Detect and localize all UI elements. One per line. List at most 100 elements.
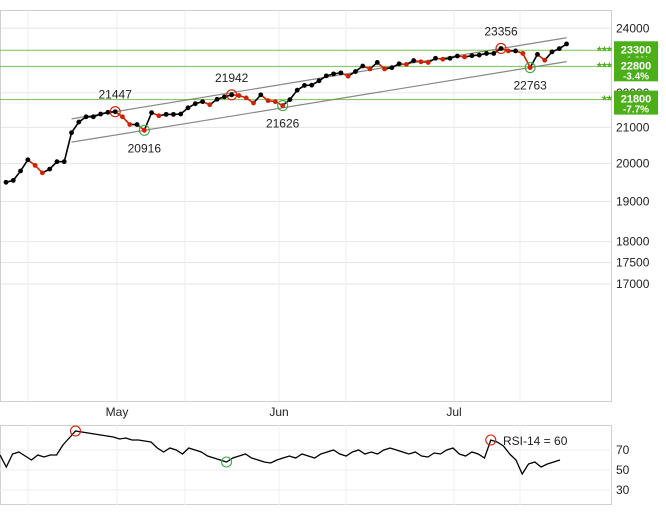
price-point <box>127 122 133 127</box>
price-point <box>47 166 53 172</box>
price-point <box>3 179 9 185</box>
price-point <box>440 56 446 62</box>
resistance-trendline <box>71 37 567 120</box>
price-point <box>316 78 322 84</box>
level-percent-label: -3.4% <box>623 71 649 82</box>
price-point <box>505 48 511 54</box>
level-strength-stars: ** <box>602 93 613 108</box>
pivot-high-label: 23356 <box>484 24 518 38</box>
price-point <box>491 51 497 56</box>
y-tick-label: 17500 <box>616 256 650 270</box>
price-point <box>192 101 198 107</box>
trend-channel <box>71 37 567 143</box>
price-segment <box>529 54 539 68</box>
price-point <box>309 82 315 88</box>
price-point <box>302 83 307 88</box>
price-point <box>323 73 329 79</box>
price-segment <box>143 112 153 131</box>
y-tick-label: 19000 <box>616 195 650 209</box>
price-point <box>425 60 431 65</box>
price-point <box>69 130 74 136</box>
rsi-panel: 30 50 70 RSI-14 = 60 <box>0 425 630 505</box>
pivot-annotations: 21447 20916 21942 21626 23356 22763 <box>99 24 548 155</box>
price-point <box>389 65 395 71</box>
pivot-low-label: 21626 <box>266 117 300 131</box>
x-axis-labels: May Jun Jul <box>106 405 462 419</box>
price-point <box>112 109 118 115</box>
price-point <box>76 119 82 125</box>
x-tick-label: Jul <box>446 405 461 419</box>
price-point <box>294 87 300 93</box>
price-point <box>214 96 220 102</box>
level-strength-stars: *** <box>597 59 613 74</box>
price-point <box>105 109 111 115</box>
price-point <box>178 111 184 117</box>
x-tick-label: May <box>106 405 129 419</box>
price-point <box>345 73 351 79</box>
month-gridlines <box>27 10 521 402</box>
price-points <box>3 41 569 185</box>
price-point <box>10 177 16 183</box>
price-point <box>32 162 38 168</box>
rsi-tick-label: 30 <box>616 483 630 497</box>
level-value-label: 21800 <box>621 94 652 106</box>
price-point <box>542 57 548 63</box>
rsi-overbought-marker <box>485 434 497 446</box>
price-point <box>236 93 242 98</box>
rsi-oversold-marker <box>220 456 233 468</box>
y-tick-label: 24000 <box>616 21 650 35</box>
price-point <box>171 111 176 117</box>
rsi-line <box>0 430 561 476</box>
price-point <box>454 53 460 59</box>
price-point <box>498 46 504 51</box>
pivot-low-label: 20916 <box>128 141 162 155</box>
price-point <box>207 102 213 108</box>
price-point <box>83 114 89 120</box>
pivot-low-marker <box>277 100 289 112</box>
y-tick-label: 18000 <box>616 235 650 249</box>
pivot-high-marker <box>495 42 507 55</box>
price-point <box>447 55 453 61</box>
price-point <box>382 66 387 72</box>
y-tick-label: 17000 <box>616 277 650 291</box>
price-point <box>513 48 518 54</box>
level-value-label: 23300 <box>621 44 652 56</box>
price-point <box>367 66 373 72</box>
price-point <box>141 127 147 133</box>
x-tick-label: Jun <box>269 405 288 419</box>
price-point <box>25 157 31 163</box>
y-tick-label: 20000 <box>616 157 650 171</box>
price-point <box>418 59 424 65</box>
price-point <box>484 51 489 56</box>
level-value-label: 22800 <box>621 60 652 72</box>
price-segment <box>63 132 73 162</box>
rsi-tick-label: 70 <box>616 443 630 457</box>
price-point <box>331 71 336 77</box>
price-point <box>433 55 438 61</box>
price-segment <box>522 53 531 68</box>
price-point <box>520 51 526 56</box>
price-point <box>40 170 45 176</box>
support-trendline <box>71 61 567 143</box>
price-point <box>54 159 60 165</box>
price-point <box>185 105 191 111</box>
price-point <box>396 61 402 67</box>
price-point <box>353 69 358 74</box>
price-point <box>280 103 286 108</box>
price-point <box>200 99 205 105</box>
level-tag <box>614 57 658 82</box>
price-series <box>5 43 567 184</box>
rsi-tick-label: 50 <box>616 463 630 477</box>
price-point <box>527 65 533 70</box>
pivot-high-label: 21447 <box>99 88 133 102</box>
price-point <box>338 70 344 76</box>
price-point <box>18 168 23 174</box>
plot-border <box>0 10 612 402</box>
price-point <box>156 113 162 119</box>
price-point <box>222 94 227 100</box>
rsi-panel-border <box>0 425 612 505</box>
price-point <box>98 111 104 117</box>
pivot-low-label: 22763 <box>513 79 547 93</box>
price-point <box>535 52 540 57</box>
price-point <box>360 63 366 69</box>
